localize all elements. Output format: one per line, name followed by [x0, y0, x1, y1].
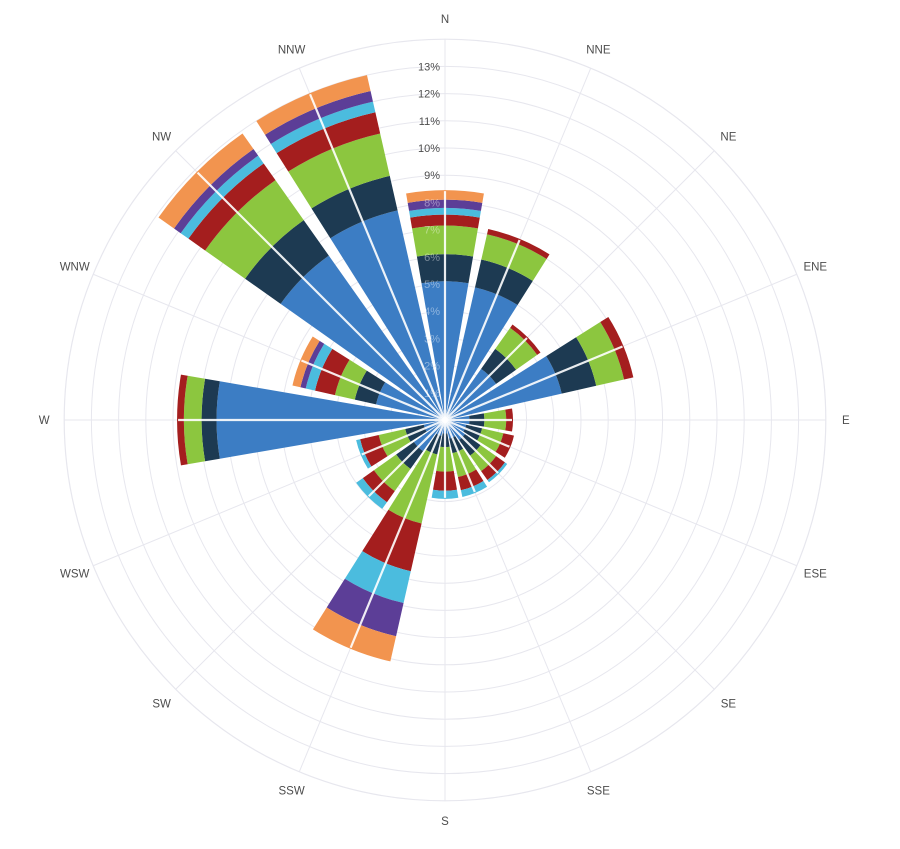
bar-segment-nne-bin-3[interactable]: [481, 234, 547, 281]
center-ray: [367, 419, 446, 498]
direction-label-ese: ESE: [804, 568, 827, 580]
direction-label-nne: NNE: [586, 45, 611, 57]
bar-segment-wnw-bin-2[interactable]: [354, 370, 386, 405]
bar-segment-wnw-bin-1-inner[interactable]: [376, 382, 445, 420]
direction-label-sw: SW: [152, 698, 171, 710]
direction-label-e: E: [842, 415, 850, 427]
bar-segment-ene-bin-1-inner[interactable]: [445, 356, 562, 420]
direction-label-sse: SSE: [587, 785, 610, 797]
bar-segment-ene-bin-3[interactable]: [576, 322, 625, 386]
radial-tick-ghost-5: 5%: [424, 279, 440, 291]
bar-segment-wnw-bin-3[interactable]: [334, 359, 367, 400]
radial-tick-ghost-7: 7%: [424, 225, 440, 237]
center-ray: [301, 359, 446, 422]
bar-segment-wsw-bin-3[interactable]: [378, 429, 411, 457]
center-ray: [444, 419, 499, 474]
bar-segment-nnw-bin-2[interactable]: [311, 175, 398, 239]
direction-label-s: S: [441, 816, 449, 828]
radial-tick-ghost-1: 1%: [424, 388, 440, 400]
direction-label-nw: NW: [152, 132, 171, 144]
radial-tick-label-10: 10%: [418, 143, 440, 155]
center-ray: [444, 345, 623, 422]
bar-segment-ssw-bin-6[interactable]: [326, 578, 404, 637]
bar-segment-nnw-bin-1-inner[interactable]: [330, 210, 445, 420]
center-ray: [361, 418, 446, 456]
radial-tick-ghost-2: 2%: [424, 361, 440, 373]
radial-tick-ghost-6: 6%: [424, 252, 440, 264]
bar-segment-nne-bin-1-inner[interactable]: [445, 287, 518, 420]
direction-label-wsw: WSW: [60, 568, 90, 580]
bar-segment-nnw-bin-4[interactable]: [276, 112, 381, 172]
radial-tick-label-11: 11%: [419, 116, 440, 128]
direction-label-ssw: SSW: [279, 785, 305, 797]
center-ray: [443, 419, 476, 493]
radial-tick-ghost-8: 8%: [424, 197, 440, 209]
center-ray: [196, 171, 446, 421]
direction-label-ene: ENE: [803, 262, 827, 274]
bar-segment-nne-bin-2[interactable]: [475, 259, 533, 305]
bar-segment-ssw-bin-5[interactable]: [344, 551, 411, 604]
center-ray: [444, 418, 510, 448]
direction-label-nnw: NNW: [278, 45, 306, 57]
center-ray: [309, 93, 447, 421]
radial-tick-label-12: 12%: [418, 89, 440, 101]
radial-tick-label-9: 9%: [424, 170, 440, 182]
direction-label-w: W: [39, 415, 50, 427]
center-ray: [443, 239, 521, 421]
direction-label-se: SE: [721, 698, 737, 710]
center-ray: [444, 337, 528, 421]
bar-segment-sse-bin-3[interactable]: [452, 448, 477, 478]
bar-segment-ese-bin-3[interactable]: [477, 428, 504, 452]
center-ray: [349, 419, 447, 649]
direction-label-wnw: WNW: [60, 262, 90, 274]
radial-tick-ghost-3: 3%: [424, 333, 440, 345]
radial-tick-label-13: 13%: [418, 61, 440, 73]
direction-label-ne: NE: [720, 132, 736, 144]
radial-tick-ghost-4: 4%: [424, 306, 440, 318]
bar-segment-wnw-bin-4[interactable]: [315, 348, 350, 396]
bar-segment-ene-bin-2[interactable]: [546, 337, 597, 394]
direction-label-n: N: [441, 14, 449, 26]
bar-segment-nnw-bin-3[interactable]: [288, 133, 390, 209]
bar-segment-wsw-bin-4[interactable]: [360, 435, 388, 467]
bar-segment-ssw-bin-4[interactable]: [362, 509, 422, 572]
bar-segment-ssw-bin-7-outer[interactable]: [312, 607, 397, 662]
